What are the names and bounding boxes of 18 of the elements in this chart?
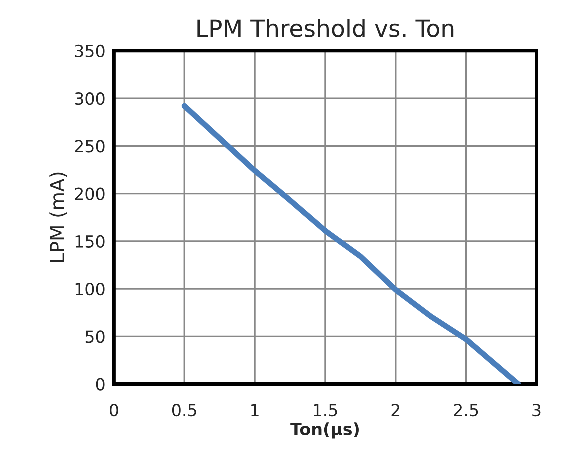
x-tick-label: 1.5: [314, 404, 338, 417]
x-tick-label: 0.5: [172, 404, 196, 417]
x-tick-label: 0: [110, 404, 118, 417]
chart-title: LPM Threshold vs. Ton: [198, 19, 454, 38]
x-tick-label: 2.5: [454, 404, 478, 417]
y-tick-label: 100: [76, 283, 105, 296]
y-tick-label: 150: [76, 235, 105, 248]
y-tick-label: 200: [75, 188, 105, 200]
y-axis-title: LPM (mA): [50, 172, 68, 262]
y-tick-label: 300: [75, 92, 105, 106]
y-tick-label: 350: [75, 44, 105, 58]
x-axis-title: Ton(µs): [290, 422, 359, 439]
y-tick-label: 0: [96, 378, 105, 391]
x-tick-label: 3: [532, 404, 541, 417]
x-tick-label: 1: [252, 404, 259, 416]
x-tick-label: 2: [392, 404, 400, 416]
y-tick-label: 250: [75, 140, 105, 153]
y-tick-label: 50: [86, 330, 105, 344]
